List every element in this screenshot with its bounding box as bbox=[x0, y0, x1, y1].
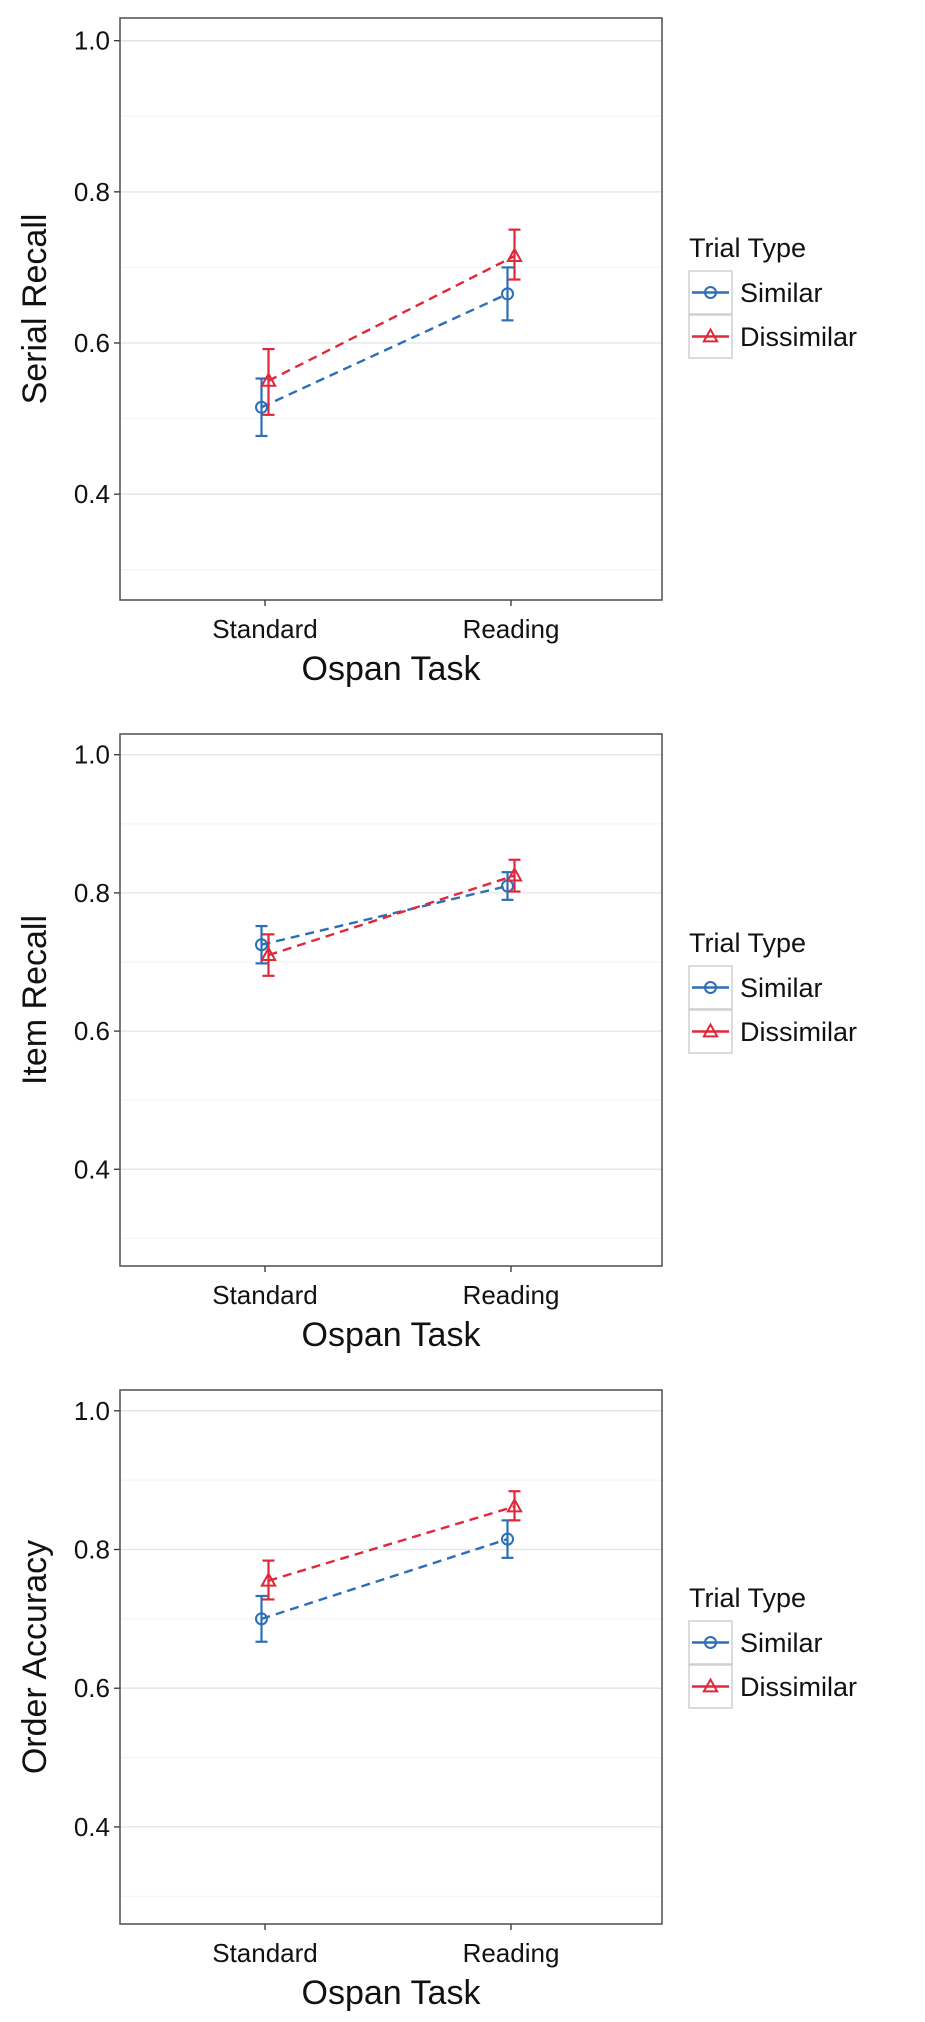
legend-key-marker bbox=[702, 1677, 719, 1693]
y-axis-title: Serial Recall bbox=[16, 214, 54, 405]
y-tick-label: 0.6 bbox=[74, 1016, 110, 1046]
data-point bbox=[255, 938, 268, 952]
legend-title: Trial Type bbox=[689, 233, 806, 263]
chart-panel-3: 0.4 0.6 0.8 1.0 Standard Reading Ospan Task Ord… bbox=[16, 1389, 857, 2012]
y-tick-label: 0.8 bbox=[74, 1535, 110, 1565]
data-point bbox=[506, 866, 523, 882]
legend-title: Trial Type bbox=[689, 928, 806, 958]
x-tick-label: Reading bbox=[463, 1938, 560, 1968]
y-axis-title: Order Accuracy bbox=[16, 1540, 54, 1774]
series-line bbox=[268, 1505, 515, 1582]
x-tick-label: Reading bbox=[463, 614, 560, 644]
y-tick-label: 1.0 bbox=[74, 1396, 110, 1426]
series-dissimilar bbox=[260, 858, 523, 977]
data-point bbox=[260, 371, 277, 387]
legend-key-marker bbox=[704, 1636, 717, 1649]
legend-label: Similar bbox=[740, 278, 823, 308]
x-tick-label: Reading bbox=[463, 1280, 560, 1310]
data-point bbox=[260, 946, 277, 961]
data-point bbox=[260, 1571, 277, 1587]
data-point bbox=[506, 1497, 523, 1513]
series-line bbox=[267, 255, 516, 382]
legend: Trial Type Similar Dissimilar bbox=[688, 928, 857, 1054]
series-line bbox=[261, 1537, 508, 1620]
legend-key-marker bbox=[702, 327, 719, 343]
legend-key-marker bbox=[704, 286, 717, 299]
legend-label: Dissimilar bbox=[740, 322, 857, 352]
x-axis-title: Ospan Task bbox=[302, 1316, 482, 1354]
x-tick-label: Standard bbox=[212, 1938, 318, 1968]
y-tick-label: 0.6 bbox=[74, 328, 110, 358]
y-tick-label: 0.6 bbox=[74, 1673, 110, 1703]
x-axis-title: Ospan Task bbox=[302, 650, 482, 688]
legend-key-marker bbox=[702, 1022, 719, 1038]
y-tick-label: 0.4 bbox=[74, 1812, 110, 1842]
chart-panel-2: 0.4 0.6 0.8 1.0 Standard Reading Ospan Task Ite… bbox=[16, 733, 857, 1354]
legend: Trial Type Similar Dissimilar bbox=[688, 233, 857, 359]
legend-key-marker bbox=[704, 981, 717, 994]
x-axis-title: Ospan Task bbox=[302, 1974, 482, 2012]
legend: Trial Type Similar Dissimilar bbox=[688, 1583, 857, 1709]
y-axis-title: Item Recall bbox=[16, 915, 54, 1085]
series-similar bbox=[255, 1519, 514, 1643]
series-dissimilar bbox=[260, 228, 523, 416]
x-tick-label: Standard bbox=[212, 1280, 318, 1310]
data-point bbox=[506, 247, 523, 262]
series-line bbox=[261, 884, 508, 946]
legend-label: Similar bbox=[740, 973, 823, 1003]
data-point bbox=[255, 400, 268, 414]
plot-frame bbox=[119, 1389, 663, 1925]
y-tick-label: 0.8 bbox=[74, 177, 110, 207]
series-line bbox=[268, 874, 515, 957]
plot-frame bbox=[119, 17, 663, 601]
legend-title: Trial Type bbox=[689, 1583, 806, 1613]
legend-label: Dissimilar bbox=[740, 1672, 857, 1702]
series-dissimilar bbox=[260, 1490, 523, 1601]
data-point bbox=[501, 1532, 514, 1546]
plot-frame bbox=[119, 733, 663, 1267]
y-tick-label: 0.4 bbox=[74, 1154, 110, 1184]
y-tick-label: 1.0 bbox=[74, 26, 110, 56]
chart-panel-1: 0.4 0.6 0.8 1.0 Standard Reading Ospan Task Ser… bbox=[16, 17, 857, 688]
y-tick-label: 1.0 bbox=[74, 740, 110, 770]
series-similar bbox=[255, 266, 514, 438]
data-point bbox=[501, 287, 514, 301]
data-point bbox=[255, 1612, 268, 1626]
series-line bbox=[260, 292, 509, 409]
y-tick-label: 0.4 bbox=[74, 479, 110, 509]
y-tick-label: 0.8 bbox=[74, 878, 110, 908]
series-similar bbox=[255, 871, 514, 965]
x-tick-label: Standard bbox=[212, 614, 318, 644]
legend-label: Dissimilar bbox=[740, 1017, 857, 1047]
legend-label: Similar bbox=[740, 1628, 823, 1658]
